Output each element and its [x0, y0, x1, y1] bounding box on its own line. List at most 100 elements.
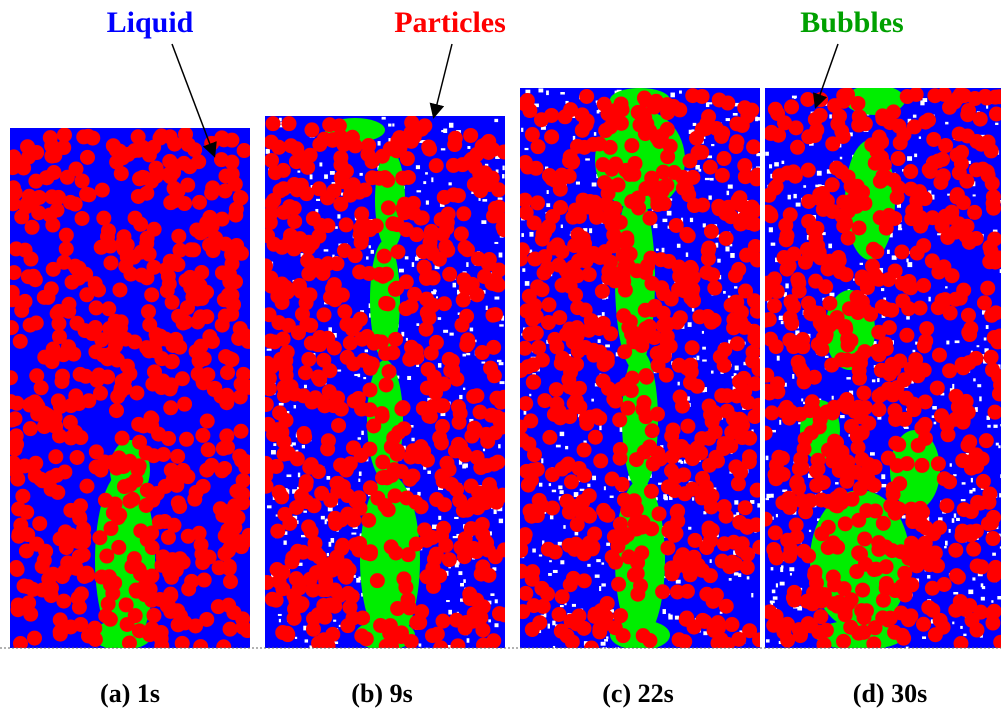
particle	[63, 415, 78, 430]
particle	[610, 539, 625, 554]
particle	[608, 620, 623, 635]
particle	[79, 479, 94, 494]
particle	[234, 424, 249, 439]
particle	[762, 386, 777, 401]
particle	[776, 625, 791, 640]
particle	[14, 303, 29, 318]
particle	[13, 334, 28, 349]
particle	[346, 440, 361, 455]
void	[734, 572, 739, 575]
particle	[616, 308, 631, 323]
void	[906, 647, 909, 651]
particle	[600, 350, 615, 365]
particle	[422, 142, 437, 157]
void	[604, 639, 608, 641]
void	[541, 458, 543, 463]
particle	[114, 166, 129, 181]
particle	[146, 608, 161, 623]
particle	[219, 428, 234, 443]
particle	[584, 313, 599, 328]
particle	[779, 400, 794, 415]
void	[799, 606, 802, 611]
particle	[639, 368, 654, 383]
void	[495, 623, 499, 627]
particle	[355, 610, 370, 625]
void	[679, 90, 682, 93]
particle	[767, 298, 782, 313]
void	[730, 253, 734, 258]
particle	[689, 131, 704, 146]
particle	[11, 529, 26, 544]
particle	[883, 498, 898, 513]
particle	[464, 429, 479, 444]
particle	[463, 591, 478, 606]
void	[776, 514, 778, 517]
void	[502, 166, 504, 171]
particle	[352, 490, 367, 505]
particle	[841, 169, 856, 184]
particle	[33, 472, 48, 487]
particle	[565, 154, 580, 169]
particle	[10, 472, 25, 487]
particle	[790, 140, 805, 155]
particle	[381, 200, 396, 215]
void	[996, 443, 999, 446]
particle	[400, 151, 415, 166]
particle	[442, 267, 457, 282]
particle	[680, 419, 695, 434]
particle	[276, 331, 291, 346]
particle	[921, 113, 936, 128]
particle	[402, 472, 417, 487]
void	[470, 328, 473, 332]
particle	[595, 284, 610, 299]
void	[431, 177, 433, 182]
particle	[926, 155, 941, 170]
void	[677, 244, 681, 248]
particle	[149, 332, 164, 347]
particle	[605, 471, 620, 486]
particle	[300, 253, 315, 268]
particle	[388, 332, 403, 347]
particle	[876, 168, 891, 183]
particle	[931, 265, 946, 280]
particle	[626, 334, 641, 349]
particle	[370, 334, 385, 349]
particle	[154, 625, 169, 640]
particle	[834, 124, 849, 139]
particle	[735, 430, 750, 445]
particle	[229, 202, 244, 217]
particle	[141, 304, 156, 319]
particle	[821, 442, 836, 457]
particle	[45, 218, 60, 233]
void	[663, 219, 668, 222]
particle	[131, 189, 146, 204]
particle	[282, 516, 297, 531]
particle	[745, 354, 760, 369]
particle	[928, 627, 943, 642]
particle	[813, 108, 828, 123]
void	[488, 619, 491, 622]
void	[598, 339, 601, 343]
particle	[930, 380, 945, 395]
void	[860, 263, 863, 265]
particle	[826, 569, 841, 584]
void	[388, 124, 391, 127]
void	[995, 123, 998, 125]
void	[914, 154, 917, 158]
void	[494, 509, 497, 514]
particle	[925, 581, 940, 596]
particle	[339, 217, 354, 232]
void	[560, 560, 564, 564]
void	[463, 463, 468, 467]
particle	[151, 427, 166, 442]
particle	[857, 531, 872, 546]
particle	[109, 403, 124, 418]
particle	[554, 168, 569, 183]
particle	[801, 194, 816, 209]
particle	[865, 259, 880, 274]
particle	[303, 318, 318, 333]
particle	[709, 588, 724, 603]
particle	[600, 178, 615, 193]
particle	[264, 279, 279, 294]
particle	[592, 411, 607, 426]
